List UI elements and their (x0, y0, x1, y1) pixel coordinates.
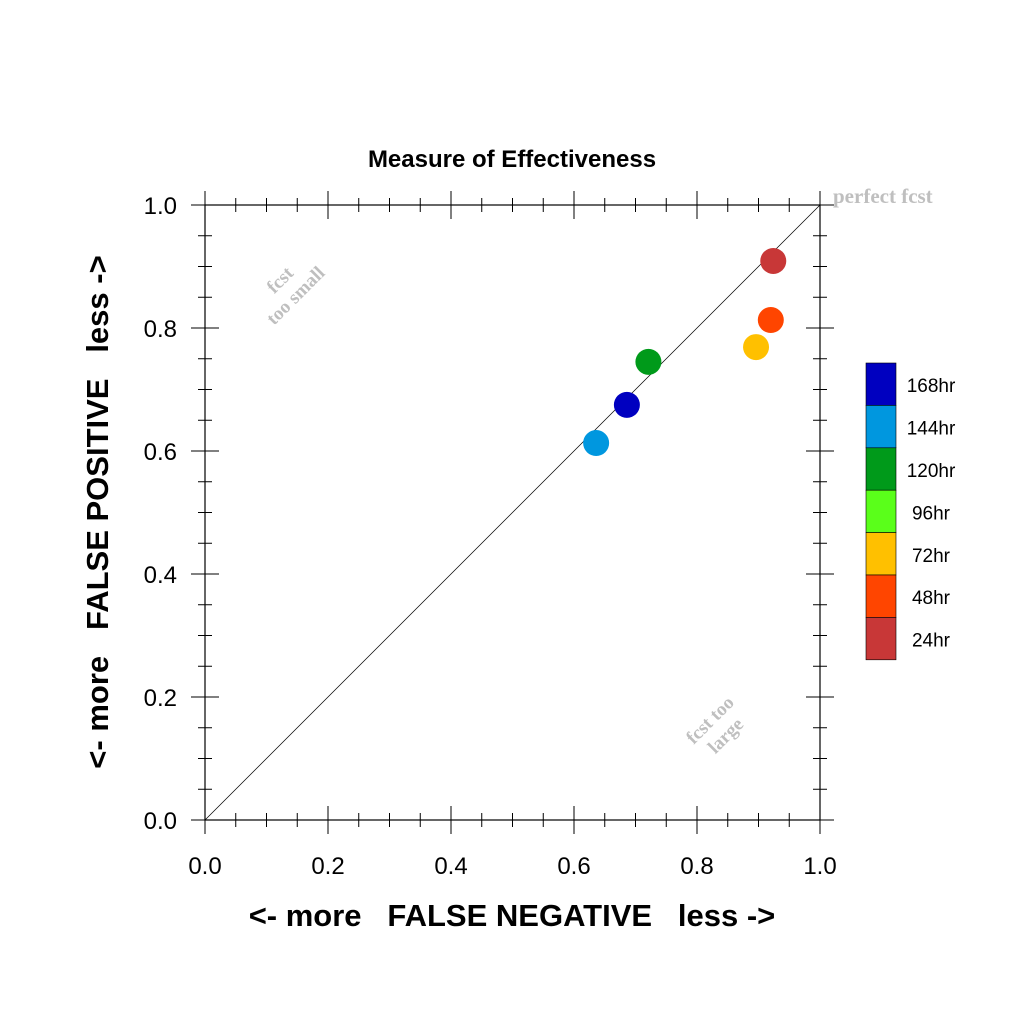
chart-title: Measure of Effectiveness (368, 146, 656, 173)
annotation-perfect-forecast: perfect fcst (833, 184, 933, 208)
x-tick-label: 0.8 (680, 853, 713, 880)
point-72hr (743, 334, 770, 361)
x-tick-label: 0.4 (434, 853, 467, 880)
point-24hr (760, 247, 787, 274)
legend-label-24hr: 24hr (912, 631, 951, 652)
annotation-too-small: fcst too small (263, 262, 330, 329)
point-168hr (613, 391, 640, 418)
legend-label-120hr: 120hr (907, 461, 956, 482)
y-tick-label: 0.6 (144, 439, 177, 466)
y-tick-label: 1.0 (144, 193, 177, 220)
point-144hr (583, 430, 610, 457)
y-tick-labels: 0.0 0.2 0.4 0.6 0.8 1.0 (144, 193, 177, 835)
legend-label-168hr: 168hr (907, 376, 956, 397)
y-tick-label: 0.0 (144, 808, 177, 835)
x-axis-label: <- more FALSE NEGATIVE less -> (249, 898, 776, 933)
legend-label-48hr: 48hr (912, 588, 951, 609)
axis-ticks (191, 191, 834, 834)
legend-label-72hr: 72hr (912, 546, 951, 567)
legend-swatch-96hr (865, 489, 897, 533)
y-tick-label: 0.4 (144, 562, 177, 589)
x-tick-label: 1.0 (803, 853, 836, 880)
legend: 168hr 144hr 120hr 96hr 72hr 48hr 24hr (865, 362, 956, 661)
legend-swatch-72hr (865, 532, 897, 576)
legend-swatch-48hr (865, 574, 897, 618)
y-axis-label: <- more FALSE POSITIVE less -> (80, 255, 115, 768)
perfect-forecast-line (204, 204, 821, 821)
y-tick-label: 0.2 (144, 685, 177, 712)
x-tick-label: 0.6 (557, 853, 590, 880)
legend-swatch-120hr (865, 447, 897, 491)
y-tick-label: 0.8 (144, 316, 177, 343)
legend-swatch-144hr (865, 405, 897, 449)
legend-swatch-24hr (865, 617, 897, 661)
data-points (583, 247, 787, 457)
point-48hr (757, 307, 784, 334)
legend-label-144hr: 144hr (907, 419, 956, 440)
annotation-too-large: fcst too large (682, 692, 748, 758)
point-120hr (635, 348, 662, 375)
x-tick-label: 0.2 (311, 853, 344, 880)
legend-swatch-168hr (865, 362, 897, 406)
x-tick-labels: 0.0 0.2 0.4 0.6 0.8 1.0 (188, 853, 836, 880)
legend-label-96hr: 96hr (912, 503, 951, 524)
x-tick-label: 0.0 (188, 853, 221, 880)
